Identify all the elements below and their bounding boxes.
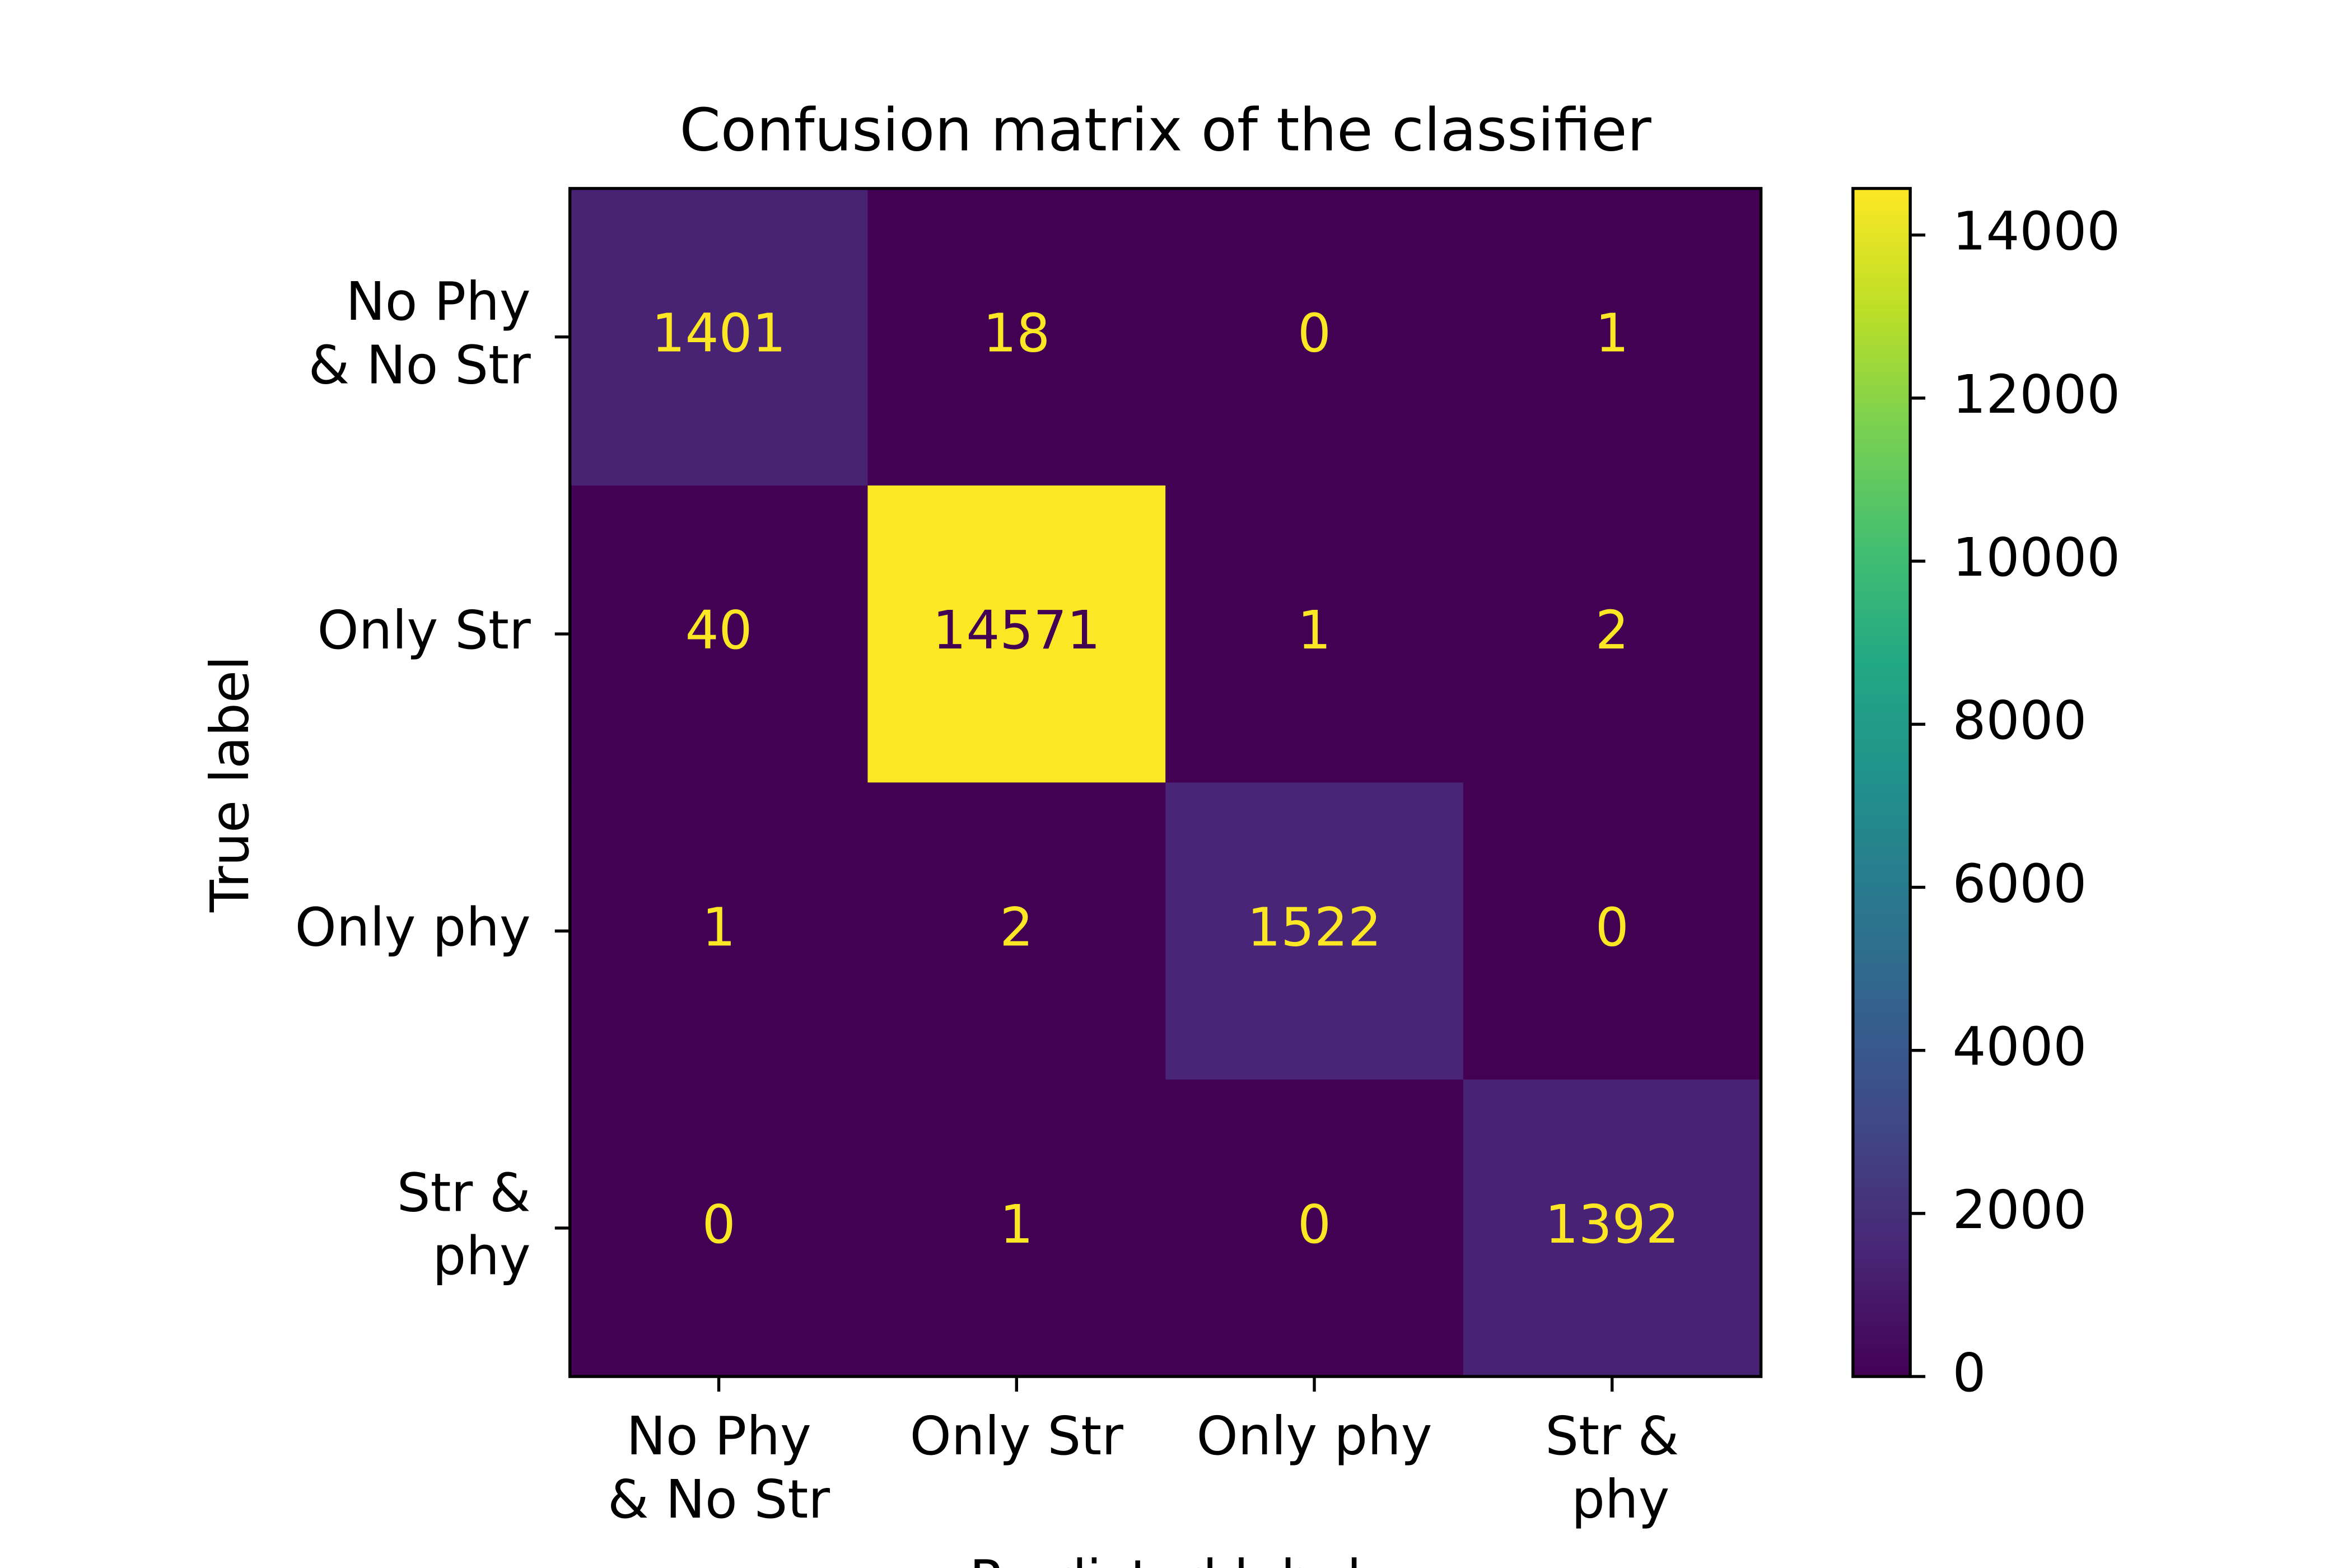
cell-label: 1 [702,897,736,958]
heatmap-cell [570,188,869,487]
colorbar-tick-label: 14000 [1953,202,2121,263]
x-axis-label: Predicted label [969,1550,1361,1568]
plot-frame [568,186,1763,1378]
heatmap-cell [867,1079,1166,1378]
cell-label: 18 [983,304,1050,365]
heatmap-cell [1165,782,1464,1081]
colorbar-tick-label: 6000 [1953,853,2087,914]
cell-label: 1401 [652,304,786,365]
heatmap-cell [867,782,1166,1081]
heatmap-cell [1463,782,1762,1081]
heatmap-cell [1165,1079,1464,1378]
heatmap-cell [867,485,1166,783]
heatmap-cell [570,782,869,1081]
cell-label: 1392 [1545,1194,1679,1256]
heatmap-cell [867,188,1166,487]
x-tick-label: Only phy [1196,1406,1432,1467]
x-tick-label: No Phy & No Str [608,1406,830,1530]
cell-label: 2 [1000,897,1033,958]
heatmap-cell [1463,485,1762,783]
colorbar-tick-label: 4000 [1953,1017,2087,1078]
x-tick-label: Str & phy [1545,1406,1679,1530]
colorbar-tick-label: 12000 [1953,365,2121,426]
cell-label: 0 [702,1194,736,1256]
colorbar-tick-label: 10000 [1953,528,2121,589]
cell-label: 14571 [932,600,1100,661]
colorbar-tick-label: 0 [1953,1343,1986,1404]
heatmap-cell [1463,188,1762,487]
x-tick-label: Only Str [910,1406,1124,1467]
y-tick-label: Only Str [317,600,531,661]
cell-label: 1 [1000,1194,1033,1256]
heatmap-cell [1165,188,1464,487]
heatmap-cell [1463,1079,1762,1378]
cell-label: 2 [1595,600,1629,661]
cell-label: 1522 [1247,897,1382,958]
colorbar [1851,186,1912,1378]
colorbar-tick-label: 2000 [1953,1180,2087,1241]
heatmap-cell [570,1079,869,1378]
y-tick-label: Only phy [295,897,531,958]
heatmap-cell [1165,485,1464,783]
colorbar-tick-label: 8000 [1953,690,2087,752]
y-axis-label: True label [200,656,261,913]
cell-label: 0 [1595,897,1629,958]
heatmap-cell [570,485,869,783]
cell-label: 0 [1298,1194,1331,1256]
cell-label: 1 [1595,304,1629,365]
cell-label: 1 [1298,600,1331,661]
y-tick-label: No Phy & No Str [309,272,531,396]
chart-title: Confusion matrix of the classifier [679,96,1651,164]
cell-label: 40 [685,600,753,661]
cell-label: 0 [1298,304,1331,365]
y-tick-label: Str & phy [397,1163,531,1287]
